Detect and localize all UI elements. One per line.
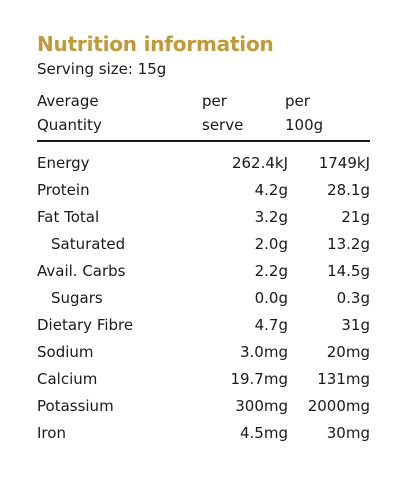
per-100g-value: 14.5g [327,262,370,280]
nutrient-label: Potassium [37,397,114,415]
per-100g-value: 30mg [326,424,370,442]
nutrient-label: Avail. Carbs [37,262,126,280]
per-serve-value: 262.4kJ [231,154,288,172]
nutrient-row: Potassium 300mg 2000mg [37,393,370,420]
per-100g-value: 31g [341,316,370,334]
nutrient-label: Iron [37,424,66,442]
nutrient-label: Calcium [37,370,98,388]
header-col1-line2: serve [202,116,244,134]
nutrient-row: Dietary Fibre 4.7g 31g [37,312,370,339]
header-col1-line1: per [202,92,227,110]
header-col2-line2: 100g [285,116,324,134]
nutrient-row: Energy 262.4kJ 1749kJ [37,150,370,177]
nutrient-label: Energy [37,154,90,172]
serving-size: Serving size: 15g [37,60,167,78]
nutrient-label: Fat Total [37,208,100,226]
nutrient-label: Sodium [37,343,94,361]
nutrient-row: Protein 4.2g 28.1g [37,177,370,204]
per-serve-value: 4.2g [254,181,288,199]
nutrient-row: Sodium 3.0mg 20mg [37,339,370,366]
nutrient-row: Sugars 0.0g 0.3g [37,285,370,312]
nutrient-label: Saturated [51,235,126,253]
header-divider [37,140,370,142]
per-100g-value: 1749kJ [318,154,370,172]
per-100g-value: 131mg [317,370,370,388]
per-serve-value: 2.0g [254,235,288,253]
table-header: Average Quantity per serve per 100g [37,89,370,137]
per-serve-value: 2.2g [254,262,288,280]
per-100g-value: 21g [341,208,370,226]
header-average-quantity: Average Quantity [37,89,187,137]
header-per-100g: per 100g [285,89,370,137]
per-100g-value: 20mg [326,343,370,361]
header-col2-line1: per [285,92,310,110]
header-col0-line1: Average [37,92,99,110]
per-serve-value: 0.0g [254,289,288,307]
nutrient-label: Protein [37,181,90,199]
per-serve-value: 300mg [235,397,288,415]
per-100g-value: 0.3g [336,289,370,307]
nutrient-row: Iron 4.5mg 30mg [37,420,370,447]
nutrient-row: Saturated 2.0g 13.2g [37,231,370,258]
nutrient-row: Calcium 19.7mg 131mg [37,366,370,393]
nutrient-row: Avail. Carbs 2.2g 14.5g [37,258,370,285]
nutrient-label: Sugars [51,289,103,307]
per-serve-value: 4.5mg [240,424,288,442]
per-serve-value: 4.7g [254,316,288,334]
nutrient-label: Dietary Fibre [37,316,134,334]
per-serve-value: 3.2g [254,208,288,226]
header-per-serve: per serve [202,89,272,137]
nutrient-row: Fat Total 3.2g 21g [37,204,370,231]
nutrition-rows: Energy 262.4kJ 1749kJ Protein 4.2g 28.1g Fat T… [37,150,370,447]
per-serve-value: 3.0mg [240,343,288,361]
per-100g-value: 28.1g [327,181,370,199]
per-serve-value: 19.7mg [230,370,288,388]
header-col0-line2: Quantity [37,116,102,134]
per-100g-value: 2000mg [307,397,370,415]
per-100g-value: 13.2g [327,235,370,253]
panel-title: Nutrition information [37,32,274,56]
nutrition-panel: Nutrition information Serving size: 15g … [37,32,370,447]
